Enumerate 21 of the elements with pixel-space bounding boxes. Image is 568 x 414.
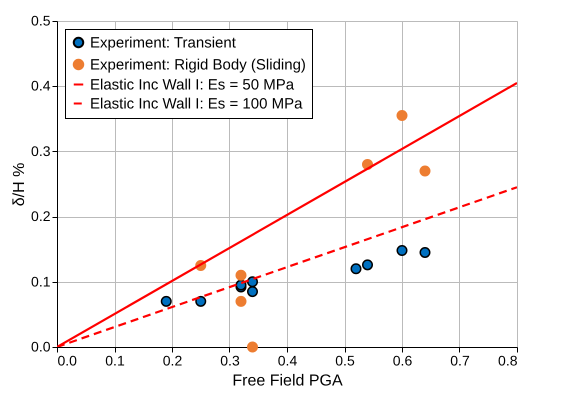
- x-axis-title: Free Field PGA: [232, 372, 343, 390]
- x-tick-label: 0.5: [335, 352, 355, 368]
- x-tick-label: 0.0: [58, 352, 78, 368]
- x-tick-label: 0.1: [105, 352, 125, 368]
- y-tick-label: 0.5: [31, 12, 51, 28]
- y-tick-label: 0.3: [31, 142, 51, 159]
- y-tick-label: 0.2: [31, 208, 51, 224]
- x-tick-label: 0.3: [220, 352, 240, 368]
- y-axis-title: δ/H %: [11, 162, 28, 206]
- legend-label: Elastic Inc Wall I: Es = 50 MPa: [90, 76, 295, 94]
- x-tick-label: 0.7: [450, 352, 470, 368]
- legend-label: Experiment: Transient: [90, 34, 237, 52]
- legend-label: Experiment: Rigid Body (Sliding): [90, 56, 306, 74]
- x-tick-label: 0.6: [392, 352, 412, 368]
- y-tick-label: 0.1: [31, 273, 51, 290]
- x-tick-label: 0.2: [162, 352, 182, 368]
- x-tick-label: 0.8: [498, 352, 518, 368]
- x-tick-label: 0.4: [278, 352, 298, 368]
- y-tick-label: 0.0: [31, 338, 51, 354]
- y-tick-label: 0.4: [31, 78, 51, 94]
- legend-label: Elastic Inc Wall I: Es = 100 MPa: [90, 96, 304, 112]
